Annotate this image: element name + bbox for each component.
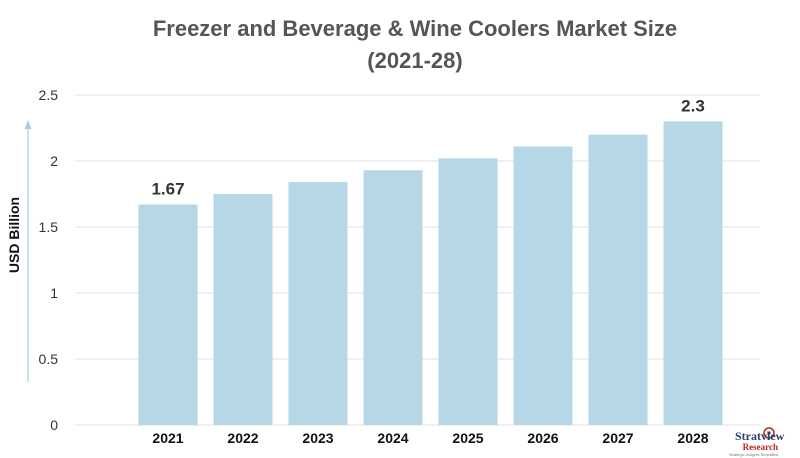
x-tick-label: 2025 bbox=[452, 430, 483, 446]
y-tick-label: 0.5 bbox=[39, 351, 59, 367]
bar-2021 bbox=[138, 204, 198, 425]
x-tick-label: 2027 bbox=[602, 430, 633, 446]
logo-brand: Stratview bbox=[735, 429, 785, 443]
logo-sub: Research bbox=[743, 442, 778, 452]
logo-target-center bbox=[767, 431, 771, 435]
bar-2024 bbox=[363, 170, 423, 425]
y-tick-label: 1.5 bbox=[39, 219, 59, 235]
x-tick-label: 2023 bbox=[302, 430, 333, 446]
y-axis-arrow-head bbox=[24, 120, 32, 129]
y-axis-label: USD Billion bbox=[6, 197, 22, 273]
bar-2026 bbox=[513, 146, 573, 426]
x-tick-label: 2026 bbox=[527, 430, 558, 446]
chart-title-line2: (2021-28) bbox=[367, 48, 462, 73]
x-axis-ticks: 2021 2022 2023 2024 2025 2026 2027 2028 bbox=[152, 430, 708, 446]
data-labels: 1.67 2.3 bbox=[151, 96, 704, 198]
chart-title-line1: Freezer and Beverage & Wine Coolers Mark… bbox=[153, 16, 677, 41]
bar-2028 bbox=[663, 121, 723, 426]
x-tick-label: 2024 bbox=[377, 430, 408, 446]
y-tick-label: 2.5 bbox=[39, 87, 59, 103]
y-tick-label: 2 bbox=[50, 153, 58, 169]
bar-2027 bbox=[588, 134, 648, 425]
bar-2023 bbox=[288, 182, 348, 425]
bars bbox=[138, 121, 723, 426]
bar-2025 bbox=[438, 158, 498, 426]
logo-target-icon bbox=[763, 427, 775, 439]
bar-2022 bbox=[213, 194, 273, 425]
x-tick-label: 2028 bbox=[677, 430, 708, 446]
y-tick-label: 1 bbox=[50, 285, 58, 301]
data-label-2021: 1.67 bbox=[151, 180, 184, 199]
data-label-2028: 2.3 bbox=[681, 96, 705, 115]
x-tick-label: 2022 bbox=[227, 430, 258, 446]
y-axis-ticks: 0 0.5 1 1.5 2 2.5 bbox=[39, 87, 59, 433]
y-tick-label: 0 bbox=[50, 417, 58, 433]
stratview-logo: Stratview Research Strategic Insights Si… bbox=[729, 427, 785, 457]
logo-tagline: Strategic Insights Simplified bbox=[729, 452, 778, 457]
x-tick-label: 2021 bbox=[152, 430, 183, 446]
y-axis-arrow bbox=[24, 120, 32, 382]
